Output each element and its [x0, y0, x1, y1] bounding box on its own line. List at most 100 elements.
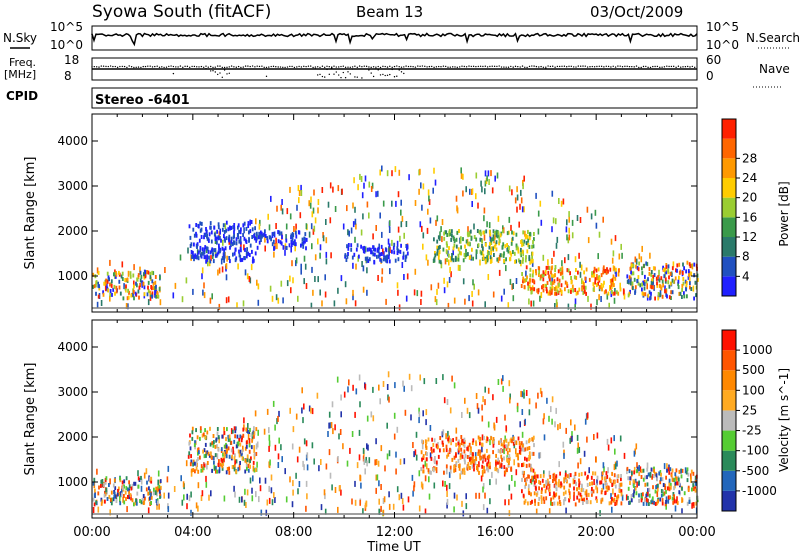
data-cell [462, 190, 464, 197]
data-cell [591, 271, 594, 276]
data-cell [660, 286, 663, 291]
data-cell [324, 291, 327, 298]
data-cell [694, 475, 697, 482]
nave-point [438, 65, 440, 68]
data-cell [354, 218, 357, 225]
data-cell [530, 290, 533, 295]
data-cell [234, 453, 236, 458]
data-cell [635, 258, 638, 265]
data-cell [205, 453, 207, 458]
station-title: Syowa South (fitACF) [92, 2, 271, 22]
data-cell [487, 387, 490, 394]
data-cell [323, 489, 326, 496]
data-cell [447, 452, 450, 457]
data-cell [272, 400, 275, 407]
data-cell [559, 267, 562, 272]
nave-point [484, 65, 486, 67]
data-cell [509, 250, 512, 255]
data-cell [388, 243, 391, 248]
data-cell [632, 271, 635, 276]
data-cell [436, 245, 439, 250]
data-cell [413, 289, 416, 296]
data-cell [198, 450, 200, 455]
data-cell [682, 281, 685, 286]
data-cell [382, 498, 385, 504]
data-cell [617, 474, 620, 479]
data-cell [481, 251, 484, 256]
data-cell [190, 454, 192, 459]
data-cell [197, 451, 199, 456]
data-cell [529, 479, 532, 484]
data-cell [352, 289, 354, 296]
data-cell [566, 234, 568, 241]
data-cell [253, 234, 255, 239]
data-cell [449, 407, 452, 414]
nave-point [221, 66, 223, 69]
data-cell [566, 479, 568, 484]
data-cell [690, 478, 692, 483]
data-cell [388, 251, 390, 256]
data-cell [517, 249, 520, 254]
cpid-value: Stereo -6401 [95, 93, 190, 108]
data-cell [295, 223, 297, 230]
data-cell [668, 487, 671, 492]
data-cell [688, 499, 691, 504]
data-cell [156, 292, 159, 297]
data-cell [682, 277, 685, 281]
data-cell [421, 483, 424, 490]
data-cell [647, 488, 649, 493]
data-cell [268, 497, 271, 504]
data-cell [455, 442, 457, 447]
data-cell [570, 289, 572, 294]
data-cell [524, 478, 526, 483]
data-cell [639, 466, 642, 473]
nave-point [198, 66, 200, 68]
data-cell [290, 243, 293, 247]
data-cell [206, 233, 208, 238]
data-cell [688, 277, 691, 282]
data-cell [410, 414, 412, 421]
data-cell [584, 491, 587, 496]
data-cell [452, 246, 455, 251]
data-cell [503, 288, 505, 295]
data-cell [540, 490, 543, 495]
data-cell [458, 466, 461, 471]
data-cell [253, 453, 256, 460]
data-cell [238, 449, 241, 456]
data-cell [654, 471, 656, 476]
colorbar-tick-label: -500 [742, 464, 769, 478]
data-cell [685, 281, 688, 285]
data-cell [98, 485, 100, 490]
nave-point [517, 65, 519, 68]
data-cell [618, 253, 621, 260]
data-cell [376, 254, 378, 259]
data-cell [481, 442, 484, 447]
data-cell [192, 254, 194, 259]
data-cell [598, 294, 600, 301]
data-cell [568, 227, 570, 234]
data-cell [106, 271, 109, 276]
data-cell [618, 489, 621, 493]
data-cell [386, 170, 389, 177]
data-cell [377, 275, 379, 281]
data-cell [233, 226, 236, 231]
data-cell [533, 232, 535, 236]
data-cell [531, 475, 533, 480]
data-cell [290, 287, 292, 294]
data-cell [475, 193, 477, 200]
data-cell [254, 468, 257, 472]
data-cell [223, 251, 226, 256]
data-cell [656, 487, 659, 492]
data-cell [482, 468, 485, 473]
data-cell [569, 473, 572, 478]
data-cell [469, 451, 472, 456]
data-cell [295, 257, 298, 264]
data-cell [364, 468, 366, 475]
data-cell [204, 245, 207, 250]
nave-point [554, 66, 556, 68]
data-cell [199, 429, 202, 433]
data-cell [489, 479, 491, 486]
nave-point [340, 65, 342, 68]
data-cell [696, 495, 699, 500]
data-cell [573, 494, 575, 501]
